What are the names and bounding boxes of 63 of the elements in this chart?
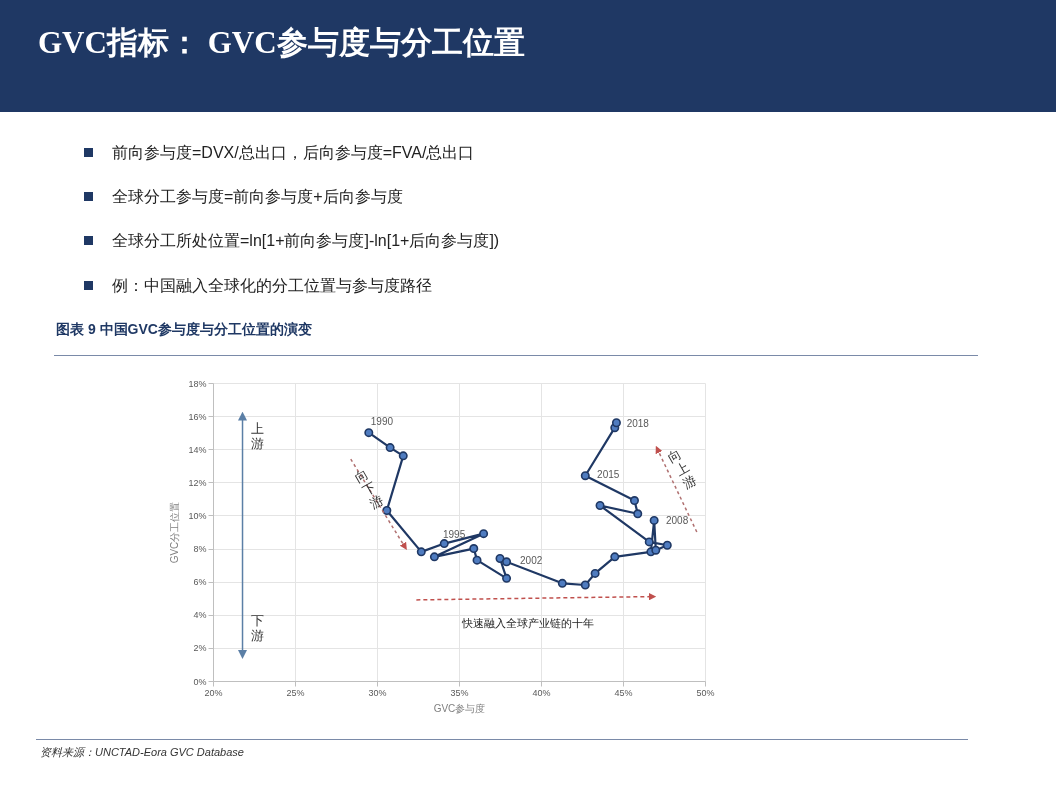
x-tick-label: 25% (286, 687, 305, 698)
y-tick-label: 16% (188, 411, 207, 422)
annotation: 2015 (597, 468, 620, 480)
point (580, 471, 590, 481)
x-tick-label: 45% (614, 687, 633, 698)
annotation: 2002 (520, 554, 543, 566)
x-tick-label: 40% (532, 687, 551, 698)
point (633, 509, 643, 519)
text: 例：中国融入全球化的分工位置与参与度路径 (112, 276, 432, 296)
annotation: 2008 (665, 514, 689, 526)
chart-subtitle: 图表 9 中国GVC参与度与分工位置的演变 (56, 321, 312, 339)
point (590, 568, 600, 578)
point (472, 555, 482, 565)
y-tick-label: 12% (188, 477, 207, 488)
x-tick-label: 35% (450, 687, 469, 698)
x-tick-label: 50% (696, 687, 715, 698)
x-tick-label: 30% (368, 687, 387, 698)
point (385, 443, 395, 453)
y-tick-label: 0% (193, 676, 207, 687)
point (429, 552, 439, 562)
y-tick-label: 6% (193, 577, 207, 588)
point (502, 557, 512, 567)
text: 全球分工所处位置=ln[1+前向参与度]-ln[1+后向参与度]) (112, 231, 500, 251)
point (479, 529, 489, 539)
point (439, 539, 449, 549)
y-tick-label: 4% (193, 610, 207, 621)
text: 资料来源：UNCTAD-Eora GVC Database (40, 745, 244, 760)
point (644, 537, 654, 547)
y-tick-label: 10% (188, 510, 207, 521)
point (610, 552, 620, 562)
annotation: 向上游 (664, 446, 700, 493)
y-tick-label: 2% (193, 643, 207, 654)
annotation: 上游 (250, 420, 265, 451)
annotation: 1990 (370, 415, 394, 427)
point (651, 545, 661, 555)
annotation: 1995 (442, 528, 466, 540)
point (495, 553, 505, 563)
point (502, 573, 512, 583)
point (416, 547, 426, 557)
point (595, 501, 605, 511)
point (580, 580, 590, 590)
y-tick-label: 18% (188, 378, 207, 389)
point (364, 428, 374, 438)
x-axis-title: GVC参与度 (433, 702, 486, 714)
y-tick-label: 14% (188, 444, 207, 455)
annotation: 向下游 (351, 465, 387, 512)
point (398, 451, 408, 461)
point (629, 496, 639, 506)
annotation: 下游 (250, 613, 265, 644)
point (469, 544, 479, 554)
point (557, 578, 567, 588)
y-tick-label: 8% (193, 544, 207, 555)
x-tick-label: 20% (204, 687, 223, 698)
annotation: 快速融入全球产业链的十年 (461, 615, 594, 631)
annotation: 2018 (626, 417, 649, 429)
point (662, 540, 672, 550)
chart-title: GVC指标： GVC参与度与分工位置 (38, 24, 525, 62)
text: 全球分工参与度=前向参与度+后向参与度 (112, 187, 403, 207)
y-axis-title: GVC分工位置 (169, 501, 181, 564)
point (649, 515, 659, 525)
text: 前向参与度=DVX/总出口，后向参与度=FVA/总出口 (112, 143, 475, 163)
point (382, 505, 392, 515)
point (611, 418, 621, 428)
